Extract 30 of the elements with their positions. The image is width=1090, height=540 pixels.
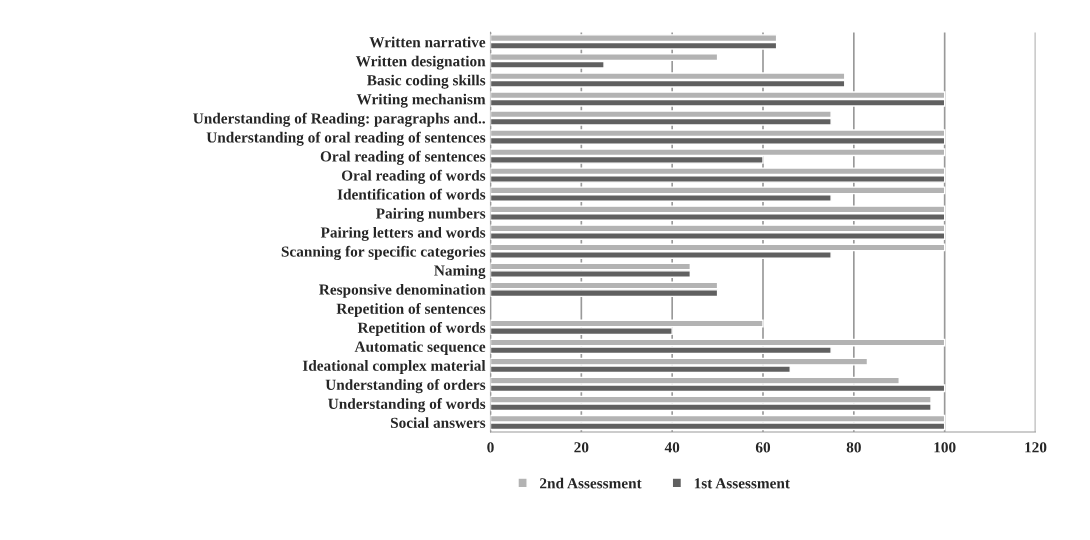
y-tick-label: Written narrative	[369, 36, 486, 48]
y-tick-label: Written designation	[355, 55, 486, 70]
x-tick-label: 40	[664, 442, 680, 453]
y-tick-label: Understanding of Reading: paragraphs and..	[193, 112, 485, 127]
y-tick-label: Social answers	[390, 417, 486, 428]
y-tick-label: Understanding of oral reading of sentences	[206, 131, 486, 146]
y-tick-label: Naming	[434, 264, 486, 279]
y-tick-label: Responsive denomination	[319, 283, 486, 298]
y-tick-label: Automatic sequence	[354, 341, 486, 355]
x-tick-label: 80	[846, 442, 861, 453]
y-tick-label: Scanning for specific categories	[281, 245, 486, 260]
x-tick-label: 100	[934, 442, 956, 453]
y-tick-label: Oral reading of sentences	[320, 150, 486, 165]
x-tick-label: 0	[487, 442, 494, 453]
y-tick-label: Understanding of orders	[325, 379, 486, 394]
y-tick-label: Pairing letters and words	[320, 226, 486, 241]
y-tick-label: Basic coding skills	[367, 74, 486, 89]
x-tick-label: 60	[755, 442, 771, 453]
y-tick-label: Pairing numbers	[375, 207, 486, 222]
y-tick-label: Oral reading of words	[341, 169, 486, 184]
legend-label: 2nd Assessment	[540, 477, 642, 489]
x-tick-label: 120	[1025, 442, 1047, 453]
y-tick-label: Writing mechanism	[356, 93, 486, 108]
y-tick-label: Ideational complex material	[302, 360, 486, 374]
y-tick-label: Identification of words	[337, 188, 486, 200]
legend-label: 1st Assessment	[694, 478, 790, 489]
y-tick-label: Understanding of words	[328, 398, 486, 413]
x-tick-label: 20	[574, 442, 589, 453]
y-tick-label: Repetition of sentences	[336, 302, 486, 317]
y-tick-label: Repetition of words	[357, 321, 486, 336]
